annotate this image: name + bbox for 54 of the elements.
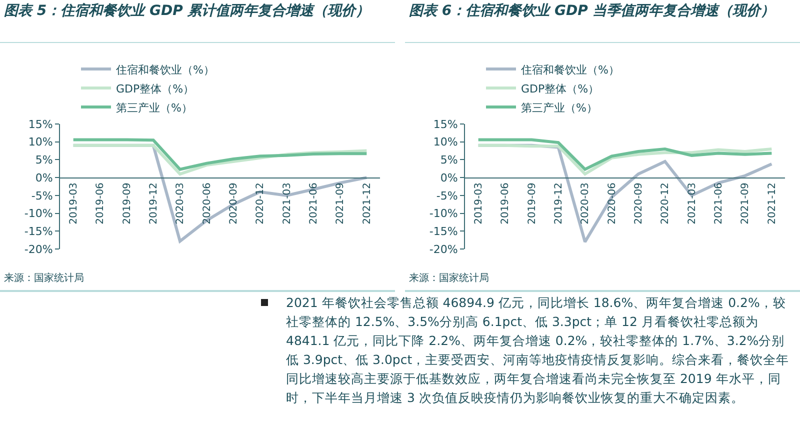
x-tick-label: 2021-03 xyxy=(686,182,698,224)
x-tick-label: 2019-06 xyxy=(500,182,512,224)
x-tick-label: 2020-12 xyxy=(255,182,266,224)
x-tick-label: 2019-12 xyxy=(554,182,565,224)
legend-label: 住宿和餐饮业（%） xyxy=(116,63,214,76)
y-tick-label: 10% xyxy=(28,136,53,149)
legend-label: 第三产业（%） xyxy=(116,101,192,114)
x-tick-label: 2021-09 xyxy=(335,182,346,224)
x-tick-label: 2020-06 xyxy=(202,182,213,224)
legend-label: 住宿和餐饮业（%） xyxy=(521,63,620,76)
x-tick-label: 2019-03 xyxy=(68,182,80,224)
y-tick-label: -10% xyxy=(24,207,53,220)
x-tick-label: 2021-09 xyxy=(740,182,752,224)
y-tick-label: 0% xyxy=(35,171,53,184)
x-tick-label: 2019-03 xyxy=(474,182,485,224)
y-tick-label: -5% xyxy=(436,189,458,202)
y-tick-label: 5% xyxy=(440,154,458,167)
y-tick-label: 10% xyxy=(433,136,458,149)
y-tick-label: -15% xyxy=(429,224,458,238)
y-tick-label: 0% xyxy=(440,171,458,184)
x-tick-label: 2019-09 xyxy=(526,182,538,224)
x-tick-label: 2021-12 xyxy=(362,182,373,224)
x-tick-label: 2020-06 xyxy=(606,182,618,224)
x-tick-label: 2021-06 xyxy=(308,182,320,224)
x-tick-label: 2020-12 xyxy=(660,182,672,224)
y-tick-label: -15% xyxy=(24,224,53,238)
y-tick-label: 15% xyxy=(433,118,458,131)
y-tick-label: 5% xyxy=(35,154,53,167)
line-series xyxy=(476,138,774,171)
x-tick-label: 2021-06 xyxy=(714,182,725,224)
x-tick-label: 2020-09 xyxy=(634,182,645,224)
y-tick-label: -20% xyxy=(429,242,458,256)
source-note: 来源：国家统计局 xyxy=(3,272,85,286)
legend-label: GDP整体（%） xyxy=(521,82,600,96)
line-series xyxy=(476,144,774,176)
y-tick-label: -5% xyxy=(31,189,53,202)
x-tick-label: 2020-03 xyxy=(175,182,186,224)
x-tick-label: 2020-09 xyxy=(228,182,240,224)
source-note: 来源：国家统计局 xyxy=(408,272,490,286)
x-tick-label: 2021-12 xyxy=(766,182,778,224)
y-tick-label: -20% xyxy=(24,242,53,256)
chart-title: 图表 5：住宿和餐饮业 GDP 累计值两年复合增速（现价） xyxy=(0,2,395,43)
x-tick-label: 2019-12 xyxy=(148,182,160,224)
x-tick-label: 2020-03 xyxy=(580,182,592,224)
chart-title: 图表 6：住宿和餐饮业 GDP 当季值两年复合增速（现价） xyxy=(405,2,800,43)
x-tick-label: 2021-03 xyxy=(282,182,293,224)
line-series xyxy=(72,138,368,171)
y-tick-label: -10% xyxy=(429,207,458,220)
text: 2021 年餐饮社会零售总额 46894.9 亿元，同比增长 18.6%、两年复合增速 0.2%，较社零整体的 12.5%、3.5%分别高 6.1pct、低 3.3pct；单 12 月看餐饮社零总额为 4841.1 亿元，同比下降 2.2%、两年复合增速 0.2%，较社零整体的 1.7%、3.2%分别低 3.9pct、低 3.0pct，主要受西安、河南等地疫情疫情反复影响。综合来看，餐饮全年同比增速较高主要源于低基数效应，两年复合增速看尚未完全恢复至 2019 年水平，同时，下半年当月增速 3 次负值反映疫情仍为影响餐饮业恢复的重大不确定因素。 xyxy=(286,294,790,407)
x-tick-label: 2019-09 xyxy=(122,182,133,224)
x-tick-label: 2019-06 xyxy=(95,182,106,224)
legend-label: 第三产业（%） xyxy=(521,101,598,114)
y-tick-label: 15% xyxy=(28,118,53,131)
legend-label: GDP整体（%） xyxy=(116,82,194,96)
